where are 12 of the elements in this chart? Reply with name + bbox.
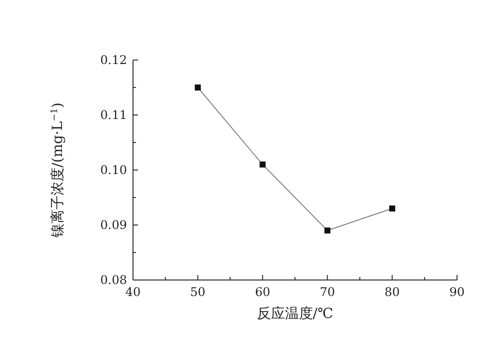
x-tick-label: 50 — [190, 285, 206, 299]
y-tick-label: 0.08 — [100, 273, 127, 287]
x-tick-label: 90 — [449, 285, 465, 299]
x-axis-title: 反应温度/℃ — [256, 306, 334, 322]
y-tick-label: 0.09 — [100, 218, 127, 232]
x-tick-label: 60 — [254, 285, 270, 299]
y-tick-label: 0.12 — [100, 53, 127, 67]
y-tick-label: 0.10 — [100, 163, 127, 177]
x-tick-label: 70 — [320, 285, 336, 299]
y-tick-label: 0.11 — [100, 108, 127, 122]
x-tick-label: 40 — [125, 285, 141, 299]
x-tick-label: 80 — [384, 285, 400, 299]
